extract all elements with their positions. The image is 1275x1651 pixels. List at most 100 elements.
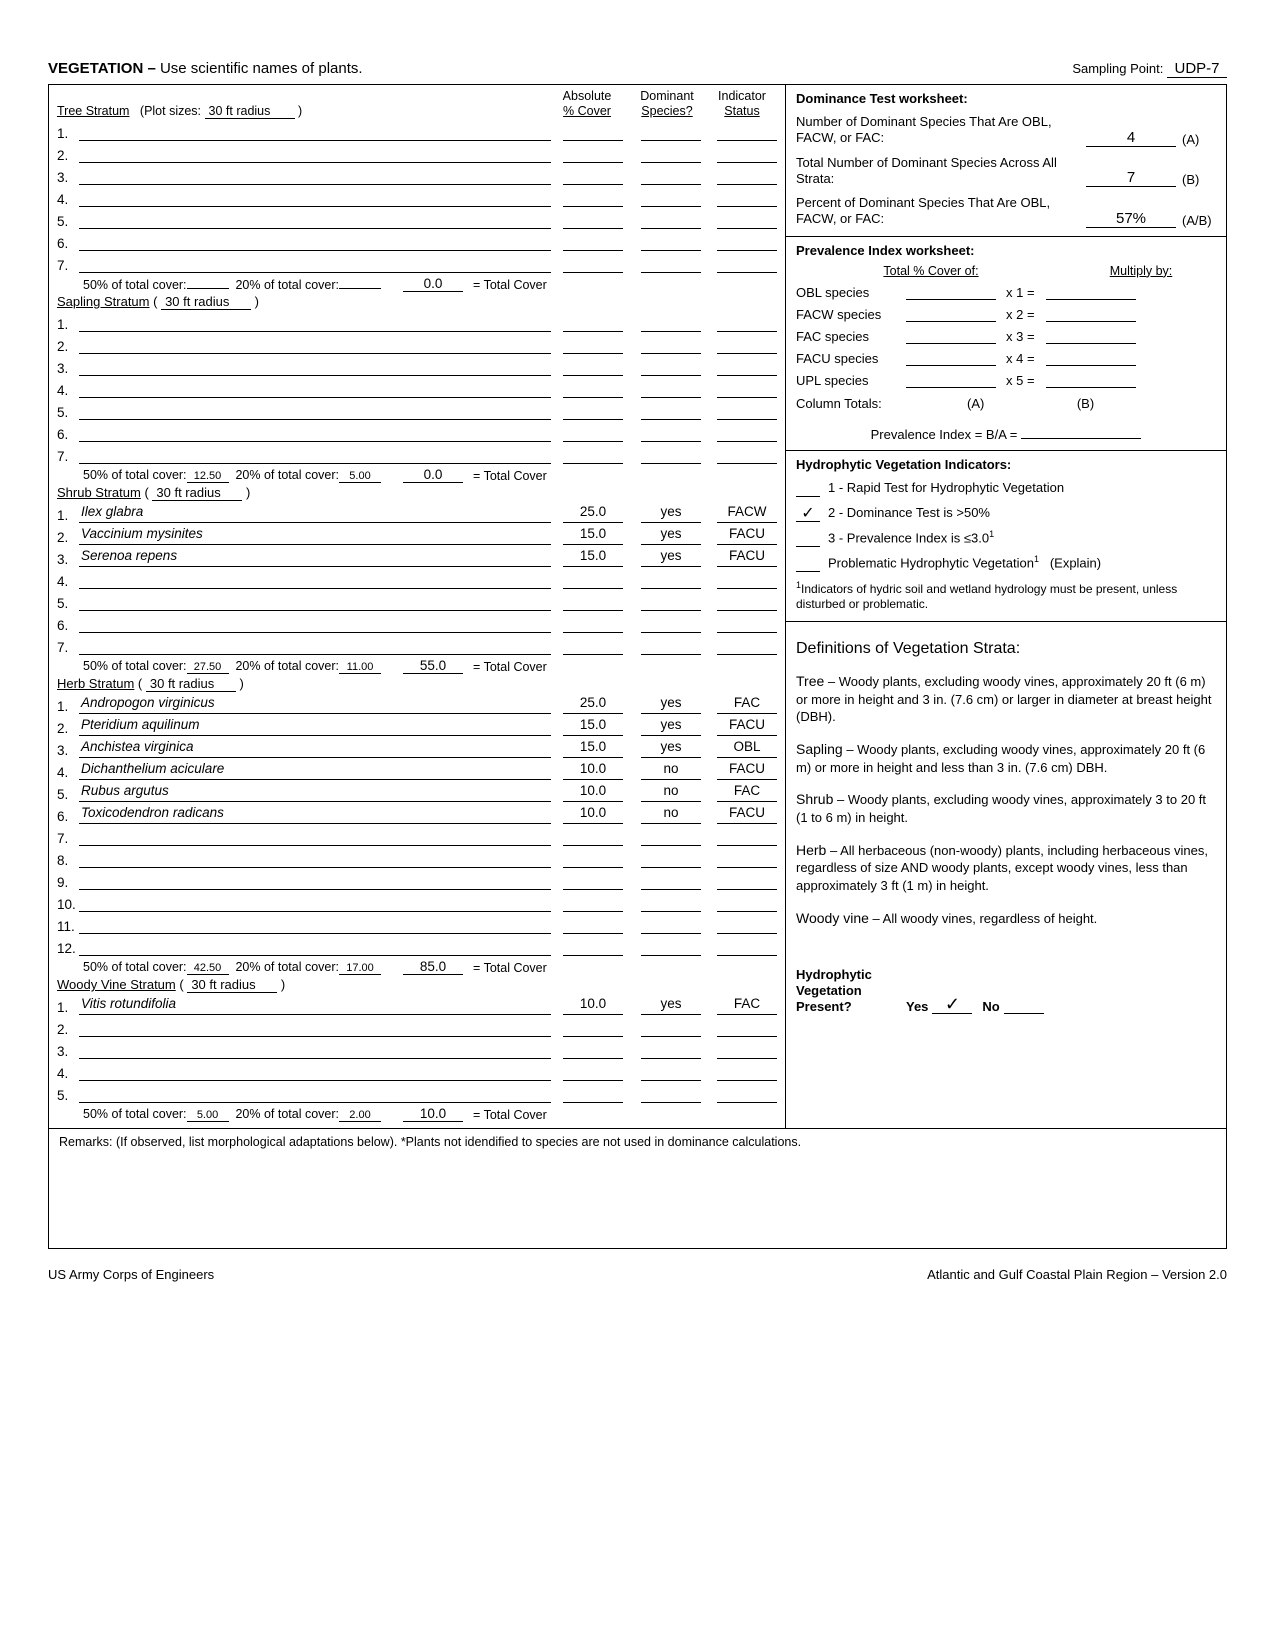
species-name[interactable]: Anchistea virginica	[79, 739, 551, 758]
dominant-value[interactable]	[641, 379, 701, 398]
dominant-value[interactable]: yes	[641, 695, 701, 714]
hvi-check-4[interactable]	[796, 553, 820, 572]
dominant-value[interactable]	[641, 232, 701, 251]
cover-value[interactable]	[563, 144, 623, 163]
hvp-no-check[interactable]	[1004, 994, 1044, 1014]
dominant-value[interactable]	[641, 871, 701, 890]
pi-mult[interactable]	[1046, 350, 1136, 366]
status-value[interactable]: FACU	[717, 717, 777, 736]
dominant-value[interactable]: no	[641, 805, 701, 824]
cover-value[interactable]	[563, 188, 623, 207]
cover-value[interactable]: 25.0	[563, 504, 623, 523]
cover-value[interactable]	[563, 1018, 623, 1037]
species-name[interactable]	[79, 893, 551, 912]
dominant-value[interactable]: yes	[641, 739, 701, 758]
pi-cover[interactable]	[906, 328, 996, 344]
dominant-value[interactable]: yes	[641, 717, 701, 736]
status-value[interactable]	[717, 893, 777, 912]
status-value[interactable]	[717, 614, 777, 633]
species-name[interactable]	[79, 1040, 551, 1059]
species-name[interactable]	[79, 1062, 551, 1081]
cover-value[interactable]	[563, 636, 623, 655]
status-value[interactable]	[717, 335, 777, 354]
species-name[interactable]	[79, 313, 551, 332]
cover-value[interactable]	[563, 915, 623, 934]
species-name[interactable]	[79, 636, 551, 655]
status-value[interactable]: FACW	[717, 504, 777, 523]
cover-value[interactable]	[563, 166, 623, 185]
cover-value[interactable]: 15.0	[563, 526, 623, 545]
cover-value[interactable]	[563, 1062, 623, 1081]
cover-value[interactable]	[563, 401, 623, 420]
status-value[interactable]	[717, 1084, 777, 1103]
status-value[interactable]	[717, 636, 777, 655]
status-value[interactable]	[717, 827, 777, 846]
species-name[interactable]	[79, 1084, 551, 1103]
species-name[interactable]	[79, 188, 551, 207]
cover-value[interactable]	[563, 1040, 623, 1059]
status-value[interactable]	[717, 871, 777, 890]
status-value[interactable]	[717, 915, 777, 934]
status-value[interactable]	[717, 313, 777, 332]
dominant-value[interactable]	[641, 636, 701, 655]
dominant-value[interactable]	[641, 915, 701, 934]
status-value[interactable]: FACU	[717, 761, 777, 780]
dominant-value[interactable]: yes	[641, 504, 701, 523]
status-value[interactable]	[717, 188, 777, 207]
cover-value[interactable]	[563, 357, 623, 376]
species-name[interactable]	[79, 166, 551, 185]
pi-cover[interactable]	[906, 350, 996, 366]
cover-value[interactable]: 10.0	[563, 996, 623, 1015]
pi-mult[interactable]	[1046, 306, 1136, 322]
species-name[interactable]	[79, 335, 551, 354]
species-name[interactable]	[79, 871, 551, 890]
status-value[interactable]	[717, 592, 777, 611]
status-value[interactable]	[717, 144, 777, 163]
species-name[interactable]	[79, 1018, 551, 1037]
species-name[interactable]	[79, 849, 551, 868]
species-name[interactable]	[79, 445, 551, 464]
status-value[interactable]: FAC	[717, 695, 777, 714]
cover-value[interactable]	[563, 592, 623, 611]
dominant-value[interactable]: yes	[641, 996, 701, 1015]
dominant-value[interactable]	[641, 614, 701, 633]
pi-cover[interactable]	[906, 284, 996, 300]
cover-value[interactable]	[563, 849, 623, 868]
species-name[interactable]	[79, 210, 551, 229]
cover-value[interactable]	[563, 1084, 623, 1103]
dominant-value[interactable]	[641, 1018, 701, 1037]
dominant-value[interactable]	[641, 1040, 701, 1059]
species-name[interactable]	[79, 357, 551, 376]
dominant-value[interactable]: yes	[641, 548, 701, 567]
status-value[interactable]	[717, 166, 777, 185]
pi-mult[interactable]	[1046, 372, 1136, 388]
species-name[interactable]	[79, 379, 551, 398]
species-name[interactable]	[79, 827, 551, 846]
dominant-value[interactable]	[641, 893, 701, 912]
status-value[interactable]: FAC	[717, 783, 777, 802]
dominant-value[interactable]	[641, 827, 701, 846]
status-value[interactable]	[717, 254, 777, 273]
species-name[interactable]	[79, 423, 551, 442]
cover-value[interactable]	[563, 210, 623, 229]
hvi-check-3[interactable]	[796, 528, 820, 547]
dominant-value[interactable]	[641, 254, 701, 273]
dominant-value[interactable]: yes	[641, 526, 701, 545]
dominant-value[interactable]	[641, 357, 701, 376]
dominant-value[interactable]	[641, 937, 701, 956]
species-name[interactable]: Pteridium aquilinum	[79, 717, 551, 736]
cover-value[interactable]: 25.0	[563, 695, 623, 714]
species-name[interactable]	[79, 144, 551, 163]
dominant-value[interactable]: no	[641, 761, 701, 780]
status-value[interactable]	[717, 445, 777, 464]
status-value[interactable]	[717, 1018, 777, 1037]
cover-value[interactable]	[563, 445, 623, 464]
cover-value[interactable]: 15.0	[563, 739, 623, 758]
species-name[interactable]: Dichanthelium aciculare	[79, 761, 551, 780]
dominant-value[interactable]	[641, 423, 701, 442]
species-name[interactable]: Vaccinium mysinites	[79, 526, 551, 545]
dominant-value[interactable]	[641, 210, 701, 229]
hvi-check-2[interactable]: ✓	[796, 503, 820, 522]
dominant-value[interactable]	[641, 144, 701, 163]
dominant-value[interactable]	[641, 401, 701, 420]
